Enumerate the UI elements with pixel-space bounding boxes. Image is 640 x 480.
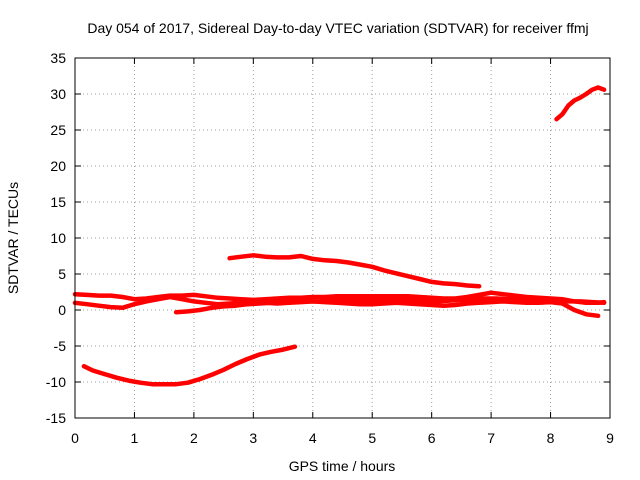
series-line-1 (81, 344, 298, 387)
series-layer (72, 85, 607, 387)
x-tick-label: 5 (368, 430, 376, 446)
x-tick-label: 8 (547, 430, 555, 446)
x-tick-label: 9 (606, 430, 614, 446)
y-tick-label: 25 (50, 122, 66, 138)
x-tick-label: 3 (249, 430, 257, 446)
x-tick-labels: 0 1 2 3 4 5 6 7 8 9 (71, 430, 614, 446)
y-tick-label: 0 (58, 302, 66, 318)
x-axis-label: GPS time / hours (289, 458, 396, 474)
x-tick-label: 1 (131, 430, 139, 446)
y-tick-label: 35 (50, 50, 66, 66)
y-tick-label: 15 (50, 194, 66, 210)
x-tick-label: 6 (428, 430, 436, 446)
series-line-2 (227, 253, 482, 289)
y-tick-label: 5 (58, 266, 66, 282)
x-tick-label: 4 (309, 430, 317, 446)
series-line-3 (554, 85, 607, 122)
y-tick-label: 30 (50, 86, 66, 102)
chart-title: Day 054 of 2017, Sidereal Day-to-day VTE… (87, 20, 588, 36)
ticks (74, 57, 611, 419)
x-tick-label: 7 (487, 430, 495, 446)
x-tick-label: 2 (190, 430, 198, 446)
y-tick-label: 10 (50, 230, 66, 246)
y-tick-label: -10 (46, 374, 66, 390)
y-tick-labels: -15 -10 -5 0 5 10 15 20 25 30 35 (46, 50, 66, 426)
series-line-6 (173, 296, 607, 315)
grid (75, 58, 610, 418)
x-tick-label: 0 (71, 430, 79, 446)
y-tick-label: -5 (54, 338, 67, 354)
y-axis-label: SDTVAR / TECUs (5, 182, 21, 294)
y-tick-label: -15 (46, 410, 66, 426)
y-tick-label: 20 (50, 158, 66, 174)
